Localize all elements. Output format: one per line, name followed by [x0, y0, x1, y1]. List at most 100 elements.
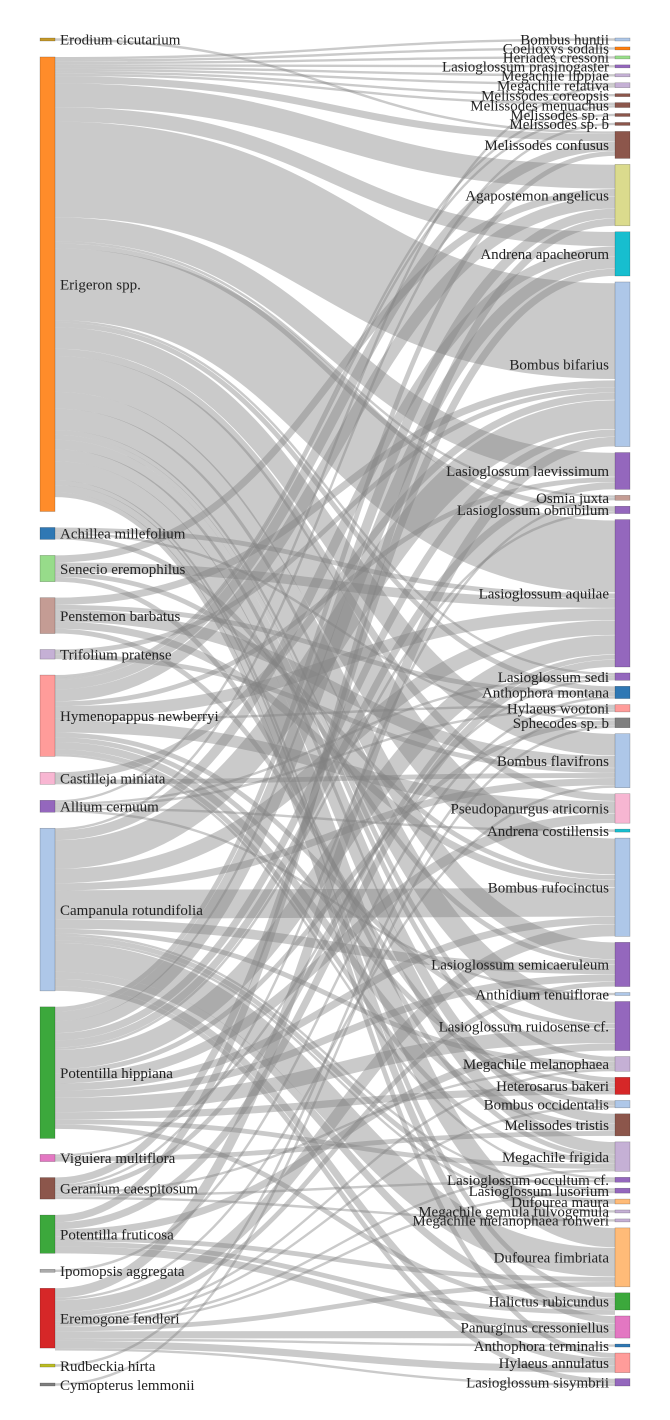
link-41 — [54, 609, 616, 768]
pollinator-node-42[interactable] — [614, 1343, 631, 1348]
plant-node-6[interactable] — [39, 674, 56, 757]
plant-node-17[interactable] — [39, 1382, 56, 1387]
pollinator-node-2[interactable] — [614, 55, 631, 60]
link-90 — [54, 916, 616, 1091]
pollinator-node-28[interactable] — [614, 1001, 631, 1051]
plant-node-11[interactable] — [39, 1154, 56, 1162]
link-125 — [54, 725, 616, 1386]
plant-label-15: Eremogone fendleri — [60, 1311, 180, 1327]
pollinator-node-4[interactable] — [614, 73, 631, 78]
pollinator-node-0[interactable] — [614, 37, 631, 42]
link-120 — [54, 1330, 616, 1339]
pollinator-node-5[interactable] — [614, 82, 631, 88]
pollinator-node-18[interactable] — [614, 672, 631, 681]
pollinator-node-3[interactable] — [614, 64, 631, 69]
plant-label-12: Geranium caespitosum — [60, 1182, 198, 1198]
pollinator-node-14[interactable] — [614, 452, 631, 490]
pollinator-node-20[interactable] — [614, 704, 631, 713]
link-19 — [54, 327, 616, 756]
pollinator-node-11[interactable] — [614, 164, 631, 227]
pollinator-node-17[interactable] — [614, 519, 631, 668]
plant-label-2: Achillea millefolium — [60, 527, 186, 543]
link-119 — [54, 1281, 616, 1332]
plant-node-15[interactable] — [39, 1288, 56, 1349]
pollinator-node-7[interactable] — [614, 102, 631, 108]
plant-node-1[interactable] — [39, 56, 56, 512]
plant-label-4: Penstemon barbatus — [60, 609, 181, 625]
pollinator-node-16[interactable] — [614, 505, 631, 514]
pollinator-node-40[interactable] — [614, 1292, 631, 1311]
pollinator-label-32: Melissodes tristis — [504, 1118, 609, 1134]
pollinator-node-10[interactable] — [614, 131, 631, 159]
pollinator-label-12: Andrena apacheorum — [480, 247, 609, 263]
pollinator-node-6[interactable] — [614, 93, 631, 97]
pollinator-node-1[interactable] — [614, 46, 631, 51]
link-47 — [54, 113, 616, 680]
link-116 — [54, 1105, 616, 1322]
pollinator-label-15: Osmia juxta — [536, 491, 609, 507]
pollinator-node-37[interactable] — [614, 1209, 631, 1214]
pollinator-node-22[interactable] — [614, 733, 631, 788]
plant-node-7[interactable] — [39, 772, 56, 785]
link-106 — [54, 1043, 616, 1237]
plant-node-4[interactable] — [39, 597, 56, 634]
plant-node-10[interactable] — [39, 1006, 56, 1139]
pollinator-node-27[interactable] — [614, 992, 631, 996]
link-107 — [54, 1236, 616, 1282]
link-64 — [54, 807, 616, 832]
link-50 — [54, 477, 616, 707]
pollinator-node-39[interactable] — [614, 1227, 631, 1288]
pollinator-node-23[interactable] — [614, 793, 631, 824]
plant-label-5: Trifolium pratense — [60, 648, 172, 664]
pollinator-label-16: Lasioglossum obnubilum — [457, 503, 609, 519]
plant-node-2[interactable] — [39, 527, 56, 540]
pollinator-label-5: Megachile relativa — [497, 78, 609, 94]
pollinator-label-28: Lasioglossum ruidosense cf. — [439, 1019, 609, 1035]
pollinator-node-21[interactable] — [614, 717, 631, 728]
pollinator-node-36[interactable] — [614, 1198, 631, 1205]
pollinator-node-24[interactable] — [614, 828, 631, 833]
plant-node-14[interactable] — [39, 1269, 56, 1273]
pollinator-node-34[interactable] — [614, 1177, 631, 1183]
link-66 — [54, 122, 616, 831]
pollinator-label-13: Bombus bifarius — [509, 358, 609, 374]
plant-node-0[interactable] — [39, 37, 56, 42]
plant-node-9[interactable] — [39, 827, 56, 992]
link-74 — [54, 933, 616, 1191]
pollinator-node-9[interactable] — [614, 122, 631, 126]
pollinator-node-25[interactable] — [614, 837, 631, 937]
link-7 — [54, 71, 616, 97]
pollinator-node-31[interactable] — [614, 1100, 631, 1109]
link-16 — [54, 248, 616, 593]
link-27 — [54, 449, 616, 1154]
pollinator-node-19[interactable] — [614, 686, 631, 699]
pollinator-node-41[interactable] — [614, 1315, 631, 1339]
pollinator-node-13[interactable] — [614, 281, 631, 447]
pollinator-node-38[interactable] — [614, 1218, 631, 1223]
link-20 — [54, 348, 616, 801]
pollinator-node-33[interactable] — [614, 1141, 631, 1172]
pollinator-node-15[interactable] — [614, 495, 631, 501]
plant-node-16[interactable] — [39, 1363, 56, 1368]
pollinator-node-44[interactable] — [614, 1378, 631, 1387]
pollinator-node-30[interactable] — [614, 1077, 631, 1095]
plant-node-13[interactable] — [39, 1214, 56, 1254]
link-6 — [54, 68, 616, 86]
plant-node-8[interactable] — [39, 800, 56, 813]
plant-node-12[interactable] — [39, 1177, 56, 1200]
link-49 — [54, 196, 616, 702]
link-40 — [54, 604, 616, 697]
pollinator-label-9: Melissodes sp. b — [509, 117, 609, 133]
pollinator-node-12[interactable] — [614, 231, 631, 277]
pollinator-node-29[interactable] — [614, 1056, 631, 1072]
pollinator-node-26[interactable] — [614, 942, 631, 987]
pollinator-node-35[interactable] — [614, 1187, 631, 1194]
pollinator-node-32[interactable] — [614, 1113, 631, 1137]
plant-node-5[interactable] — [39, 649, 56, 660]
pollinator-node-43[interactable] — [614, 1352, 631, 1373]
pollinator-label-10: Melissodes confusus — [484, 138, 609, 154]
link-2 — [54, 47, 616, 62]
pollinator-node-8[interactable] — [614, 113, 631, 117]
plant-node-3[interactable] — [39, 555, 56, 582]
link-113 — [54, 924, 616, 1313]
